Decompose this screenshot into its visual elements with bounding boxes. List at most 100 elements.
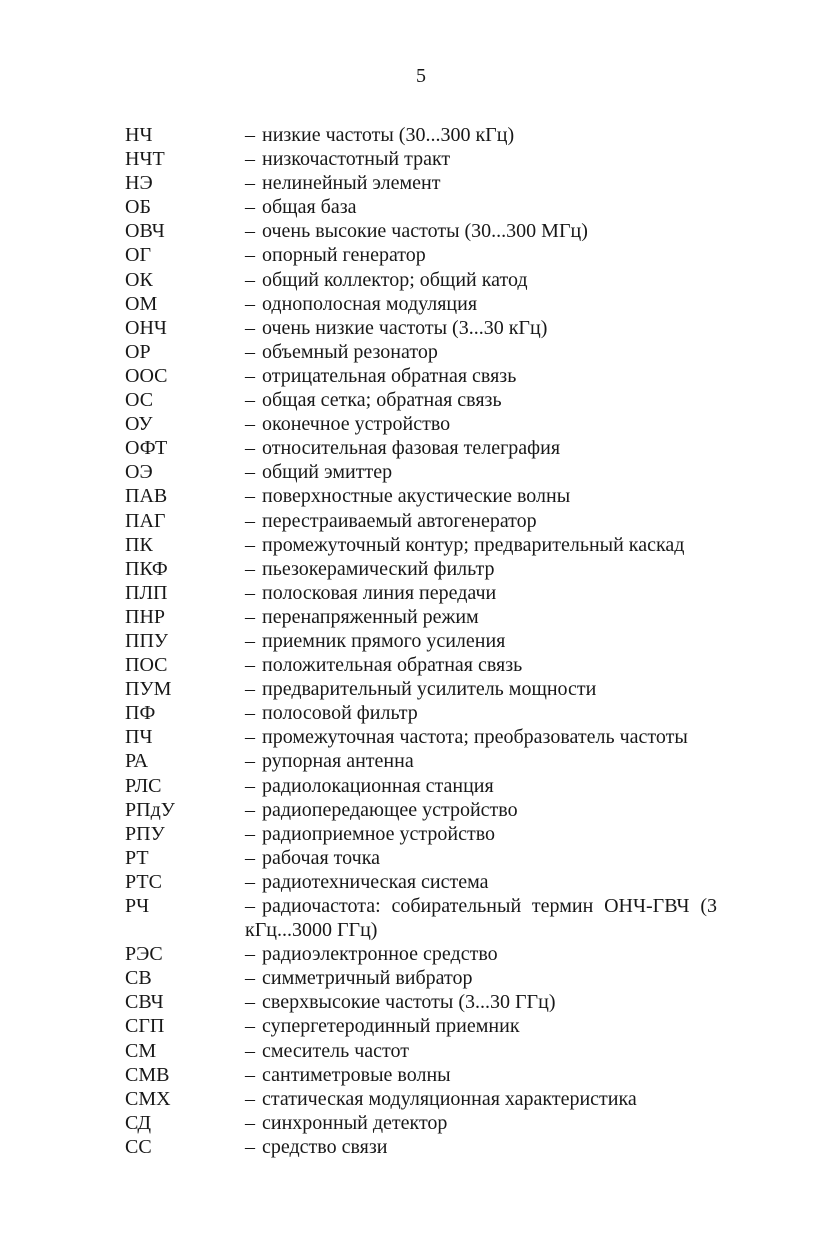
dash-separator: – [245,1015,255,1038]
abbreviation-definition: – поверхностные акустические волны [245,484,717,508]
abbreviation-term: ОС [125,389,154,412]
abbreviation-term: ОР [125,340,151,363]
abbreviation-term: ОЭ [125,461,153,484]
abbreviation-row: ОР – объемный резонатор [125,340,717,364]
definition-text: радиоэлектронное средство [262,943,498,966]
dash-separator: – [245,268,255,291]
abbreviation-term: РТ [125,846,149,869]
dash-separator: – [245,389,255,412]
abbreviation-term: РЧ [125,895,150,917]
abbreviation-term: СМ [125,1039,157,1062]
abbreviation-row: ПАГ – перестраиваемый автогенератор [125,509,717,533]
abbreviation-list: НЧ – низкие частоты (30...300 кГц) НЧТ – н… [125,123,717,1159]
dash-separator: – [245,244,255,267]
abbreviation-term: ОМ [125,292,158,315]
abbreviation-row: СВ – симметричный вибратор [125,966,717,990]
abbreviation-definition: – отрицательная обратная связь [245,364,717,388]
abbreviation-term: ПАВ [125,485,168,508]
dash-separator: – [245,991,255,1014]
abbreviation-row: НЭ – нелинейный элемент [125,171,717,195]
abbreviation-term: ОБ [125,196,151,219]
definition-text: однополосная модуляция [262,292,478,315]
abbreviation-definition: – общая сетка; обратная связь [245,388,717,412]
abbreviation-definition: – приемник прямого усиления [245,629,717,653]
definition-text: нелинейный элемент [262,172,441,195]
abbreviation-term: ООС [125,364,168,387]
dash-separator: – [245,822,255,845]
abbreviation-row: ОГ – опорный генератор [125,243,717,267]
definition-text: рабочая точка [262,846,380,869]
abbreviation-term: ПНР [125,605,166,628]
dash-separator: – [245,654,255,677]
definition-text: перестраиваемый автогенератор [262,509,537,532]
dash-separator: – [245,605,255,628]
dash-separator: – [245,870,255,893]
dash-separator: – [245,461,255,484]
abbreviation-row: РПУ – радиоприемное устройство [125,822,717,846]
definition-text: низкие частоты (30...300 кГц) [262,124,515,146]
dash-separator: – [245,148,255,171]
abbreviation-row: РТС – радиотехническая система [125,870,717,894]
abbreviation-definition: – супергетеродинный приемник [245,1014,717,1038]
abbreviation-term: ОФТ [125,437,168,460]
abbreviation-definition: – пьезокерамический фильтр [245,557,717,581]
dash-separator: – [245,124,255,146]
dash-separator: – [245,172,255,195]
dash-separator: – [245,1039,255,1062]
dash-separator: – [245,485,255,508]
abbreviation-term: СМВ [125,1063,170,1086]
definition-text: общая сетка; обратная связь [262,389,502,412]
abbreviation-definition: – радиоприемное устройство [245,822,717,846]
abbreviation-term: ПФ [125,702,156,725]
abbreviation-definition: – синхронный детектор [245,1111,717,1135]
definition-text: рупорная антенна [262,750,414,773]
abbreviation-row: СМВ – сантиметровые волны [125,1063,717,1087]
dash-separator: – [245,364,255,387]
dash-separator: – [245,557,255,580]
abbreviation-row: РЧ – радиочастота: собирательный термин О… [125,894,717,942]
abbreviation-term: НЧ [125,124,153,146]
definition-text: положительная обратная связь [262,654,523,677]
dash-separator: – [245,292,255,315]
definition-text: статическая модуляционная характеристика [262,1087,637,1110]
abbreviation-definition: – рабочая точка [245,846,717,870]
abbreviation-row: ПКФ – пьезокерамический фильтр [125,557,717,581]
abbreviation-term: ПОС [125,654,168,677]
abbreviation-definition: – перестраиваемый автогенератор [245,509,717,533]
dash-separator: – [245,437,255,460]
abbreviation-row: СД – синхронный детектор [125,1111,717,1135]
definition-text: смеситель частот [262,1039,409,1062]
abbreviation-row: ПЧ – промежуточная частота; преобразовате… [125,725,717,749]
abbreviation-definition: – опорный генератор [245,243,717,267]
dash-separator: – [245,196,255,219]
abbreviation-definition: – сверхвысокие частоты (3...30 ГГц) [245,990,717,1014]
dash-separator: – [245,1063,255,1086]
dash-separator: – [245,413,255,436]
definition-text: объемный резонатор [262,340,438,363]
abbreviation-term: ОГ [125,244,152,267]
abbreviation-term: ОУ [125,413,153,436]
definition-text: общий эмиттер [262,461,393,484]
abbreviation-term: РЛС [125,774,162,797]
abbreviation-definition: – радиотехническая система [245,870,717,894]
abbreviation-row: СС – средство связи [125,1135,717,1159]
definition-text: промежуточная частота; преобразователь ч… [262,726,688,749]
abbreviation-row: РЭС – радиоэлектронное средство [125,942,717,966]
definition-text: перенапряженный режим [262,605,479,628]
abbreviation-term: РЭС [125,943,163,966]
definition-text: радиотехническая система [262,870,489,893]
dash-separator: – [245,750,255,773]
abbreviation-definition: – очень низкие частоты (3...30 кГц) [245,316,717,340]
definition-text: общая база [262,196,357,219]
abbreviation-definition: – полосковая линия передачи [245,581,717,605]
definition-text: средство связи [262,1135,388,1158]
definition-text: низкочастотный тракт [262,148,451,171]
abbreviation-term: ППУ [125,629,169,652]
dash-separator: – [245,895,255,917]
abbreviation-definition: – радиочастота: собирательный термин ОНЧ-… [245,894,717,942]
abbreviation-term: СМХ [125,1087,171,1110]
definition-text: радиопередающее устройство [262,798,518,821]
abbreviation-row: ПОС – положительная обратная связь [125,653,717,677]
page-number: 5 [416,65,426,87]
abbreviation-definition: – оконечное устройство [245,412,717,436]
